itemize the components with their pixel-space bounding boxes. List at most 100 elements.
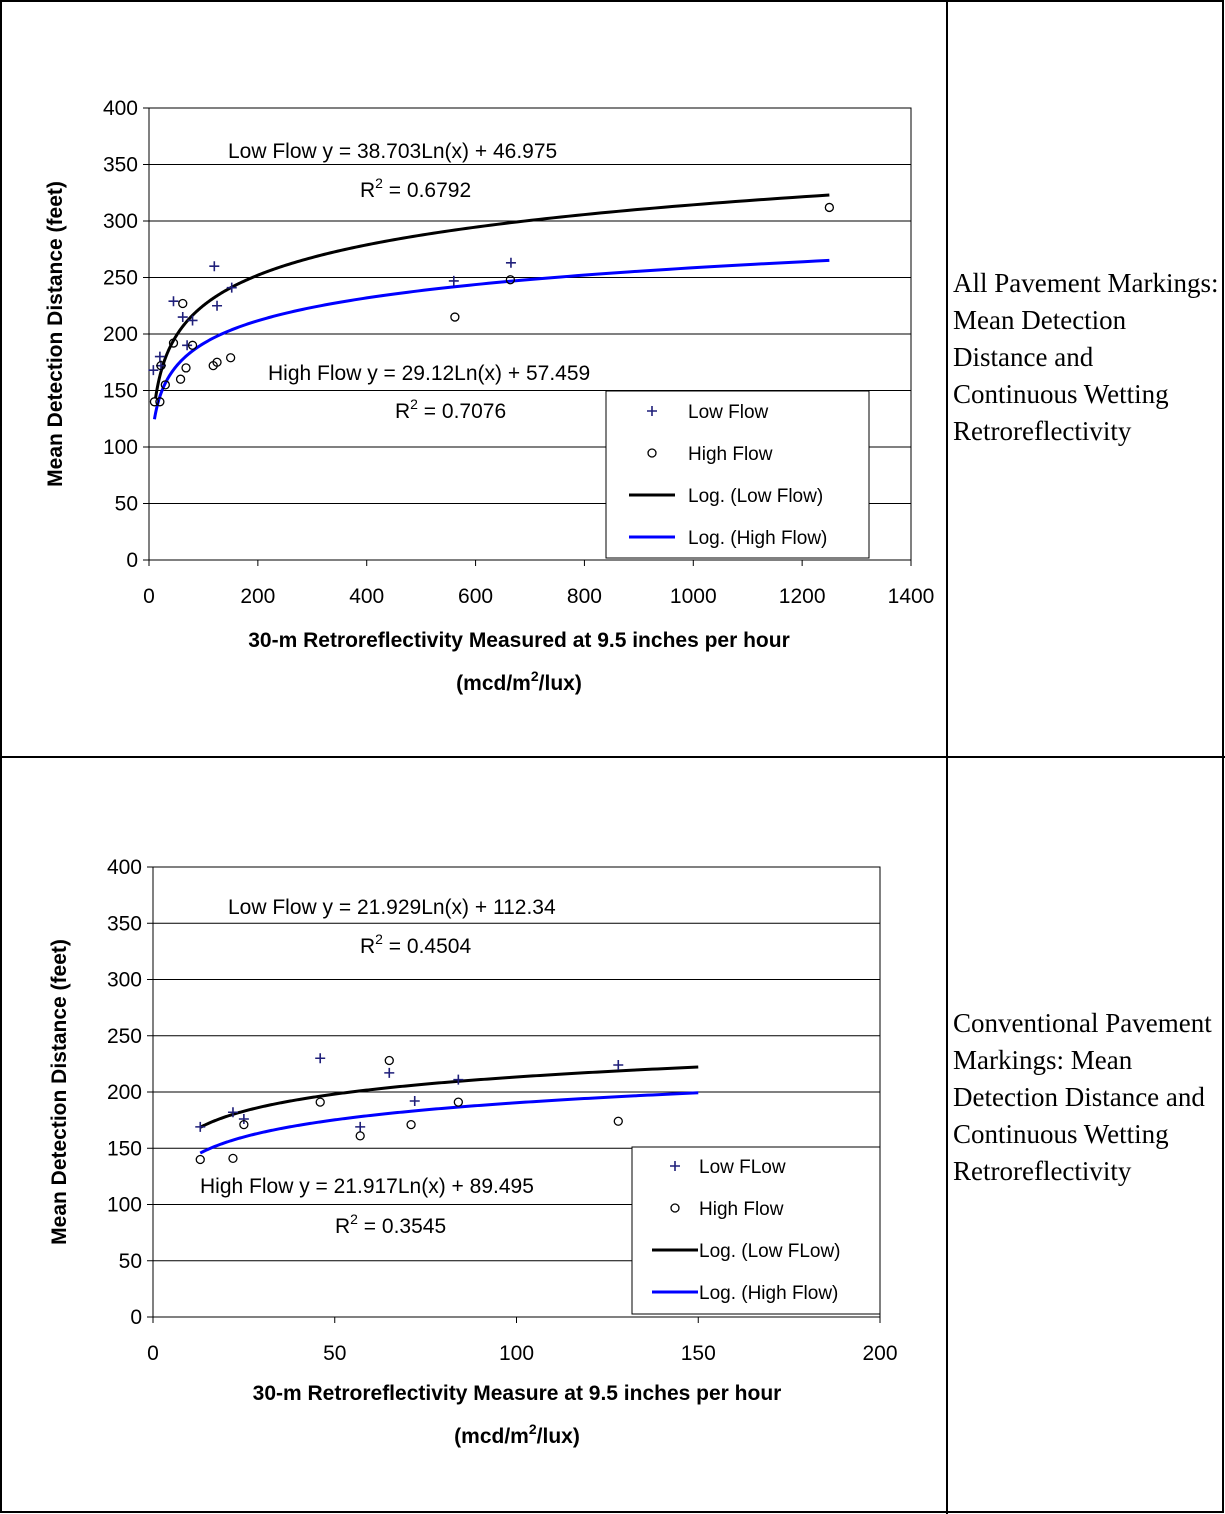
data-point-high-flow: [168, 338, 179, 348]
data-point-high-flow: [450, 312, 460, 322]
data-point-low-flow: [168, 296, 179, 307]
x-tick-label: 1000: [670, 585, 717, 608]
data-point-low-flow: [148, 365, 159, 376]
data-point-low-flow: [195, 1121, 206, 1132]
trend-r2-low-flow: R2 = 0.6792: [360, 175, 471, 202]
data-point-high-flow: [239, 1119, 249, 1130]
data-point-low-flow: [384, 1067, 395, 1078]
y-tick-label: 200: [103, 323, 138, 346]
data-point-high-flow: [156, 360, 166, 371]
y-tick-label: 300: [103, 210, 138, 233]
data-point-high-flow: [155, 397, 165, 407]
data-point-high-flow: [453, 1097, 463, 1107]
x-tick-label: 1200: [779, 585, 826, 608]
legend-entry-label: Log. (Low Flow): [688, 486, 823, 507]
chart-conventional-markings: Mean Detection Distance (feet) 30-m Retr…: [48, 856, 898, 1448]
data-point-low-flow: [409, 1096, 420, 1106]
trend-equation-high-flow: High Flow y = 29.12Ln(x) + 57.459: [268, 362, 590, 385]
trend-r2-low-flow: R2 = 0.4504: [360, 931, 471, 958]
data-point-low-flow: [155, 360, 166, 371]
data-point-high-flow: [824, 202, 835, 213]
data-point-low-flow: [613, 1060, 624, 1070]
y-tick-label: 100: [107, 1194, 142, 1217]
y-axis-label: Mean Detection Distance (feet): [44, 181, 67, 487]
data-point-high-flow: [181, 363, 191, 373]
x-tick-label: 400: [349, 585, 384, 608]
data-point-low-flow: [453, 1074, 464, 1085]
data-point-high-flow: [355, 1131, 365, 1141]
legend-marker-circle: [647, 448, 657, 458]
data-point-low-flow: [315, 1053, 326, 1064]
y-tick-label: 400: [103, 97, 138, 120]
trendline-high-flow: [152, 258, 830, 420]
y-tick-label: 250: [107, 1025, 142, 1048]
data-point-low-flow: [226, 282, 237, 293]
legend-marker-plus: [670, 1161, 680, 1171]
data-point-low-flow: [355, 1121, 366, 1132]
data-point-high-flow: [228, 1153, 238, 1164]
x-tick-label: 0: [143, 585, 155, 608]
data-point-low-flow: [448, 275, 459, 286]
legend-entry-label: Low FLow: [699, 1157, 786, 1178]
data-point-high-flow: [384, 1055, 394, 1066]
x-tick-label: 150: [681, 1342, 716, 1365]
x-axis-label-line2: (mcd/m2/lux): [456, 668, 582, 695]
caption-all-markings: All Pavement Markings: Mean Detection Di…: [953, 268, 1219, 446]
y-tick-label: 200: [107, 1081, 142, 1104]
data-point-high-flow: [149, 397, 160, 407]
data-point-low-flow: [505, 257, 516, 268]
data-point-high-flow: [195, 1154, 205, 1165]
trend-r2-high-flow: R2 = 0.3545: [335, 1211, 446, 1238]
data-point-low-flow: [212, 300, 223, 311]
x-tick-label: 0: [147, 1342, 159, 1365]
y-tick-label: 0: [126, 549, 138, 572]
trendline-low-flow: [199, 1065, 699, 1129]
chart-all-markings: Mean Detection Distance (feet) 30-m Retr…: [44, 97, 934, 695]
legend-marker-circle: [670, 1203, 680, 1213]
y-tick-label: 0: [130, 1306, 142, 1329]
data-point-high-flow: [187, 340, 198, 350]
x-tick-label: 600: [458, 585, 493, 608]
trendline-high-flow: [199, 1091, 699, 1155]
legend-entry-label: High Flow: [699, 1199, 784, 1220]
legend-entry-label: Low Flow: [688, 402, 769, 423]
data-point-low-flow: [154, 351, 165, 362]
data-point-high-flow: [175, 374, 186, 384]
x-axis-label-line1: 30-m Retroreflectivity Measure at 9.5 in…: [253, 1382, 782, 1405]
legend-entry-label: High Flow: [688, 444, 773, 465]
data-point-high-flow: [505, 275, 516, 285]
y-axis-label: Mean Detection Distance (feet): [48, 939, 71, 1245]
data-point-low-flow: [238, 1114, 249, 1124]
data-point-high-flow: [160, 380, 170, 390]
legend-box: [605, 390, 870, 559]
y-tick-label: 50: [115, 493, 138, 516]
legend-entry-label: Log. (High Flow): [688, 528, 827, 549]
data-point-low-flow: [182, 340, 193, 351]
y-tick-label: 150: [107, 1137, 142, 1160]
trendline-low-flow: [154, 193, 830, 399]
y-tick-label: 100: [103, 436, 138, 459]
data-point-high-flow: [406, 1119, 416, 1130]
x-tick-label: 50: [323, 1342, 346, 1365]
y-tick-label: 400: [107, 856, 142, 879]
trend-equation-low-flow: Low Flow y = 21.929Ln(x) + 112.34: [228, 896, 556, 919]
y-tick-label: 50: [119, 1250, 142, 1273]
legend-box: [631, 1146, 881, 1315]
legend-marker-plus: [647, 406, 657, 416]
x-axis-label-line1: 30-m Retroreflectivity Measured at 9.5 i…: [248, 629, 790, 652]
x-tick-label: 200: [862, 1342, 897, 1365]
y-tick-label: 350: [103, 154, 138, 177]
data-point-high-flow: [225, 353, 236, 363]
data-point-high-flow: [315, 1097, 325, 1107]
y-tick-label: 150: [103, 380, 138, 403]
data-point-low-flow: [227, 1107, 238, 1118]
y-tick-label: 250: [103, 267, 138, 290]
trend-r2-high-flow: R2 = 0.7076: [395, 396, 506, 423]
data-point-low-flow: [187, 315, 198, 326]
data-point-high-flow: [212, 357, 222, 367]
data-point-low-flow: [209, 261, 220, 272]
y-tick-label: 350: [107, 912, 142, 935]
trend-equation-low-flow: Low Flow y = 38.703Ln(x) + 46.975: [228, 140, 557, 163]
data-point-high-flow: [178, 298, 188, 309]
